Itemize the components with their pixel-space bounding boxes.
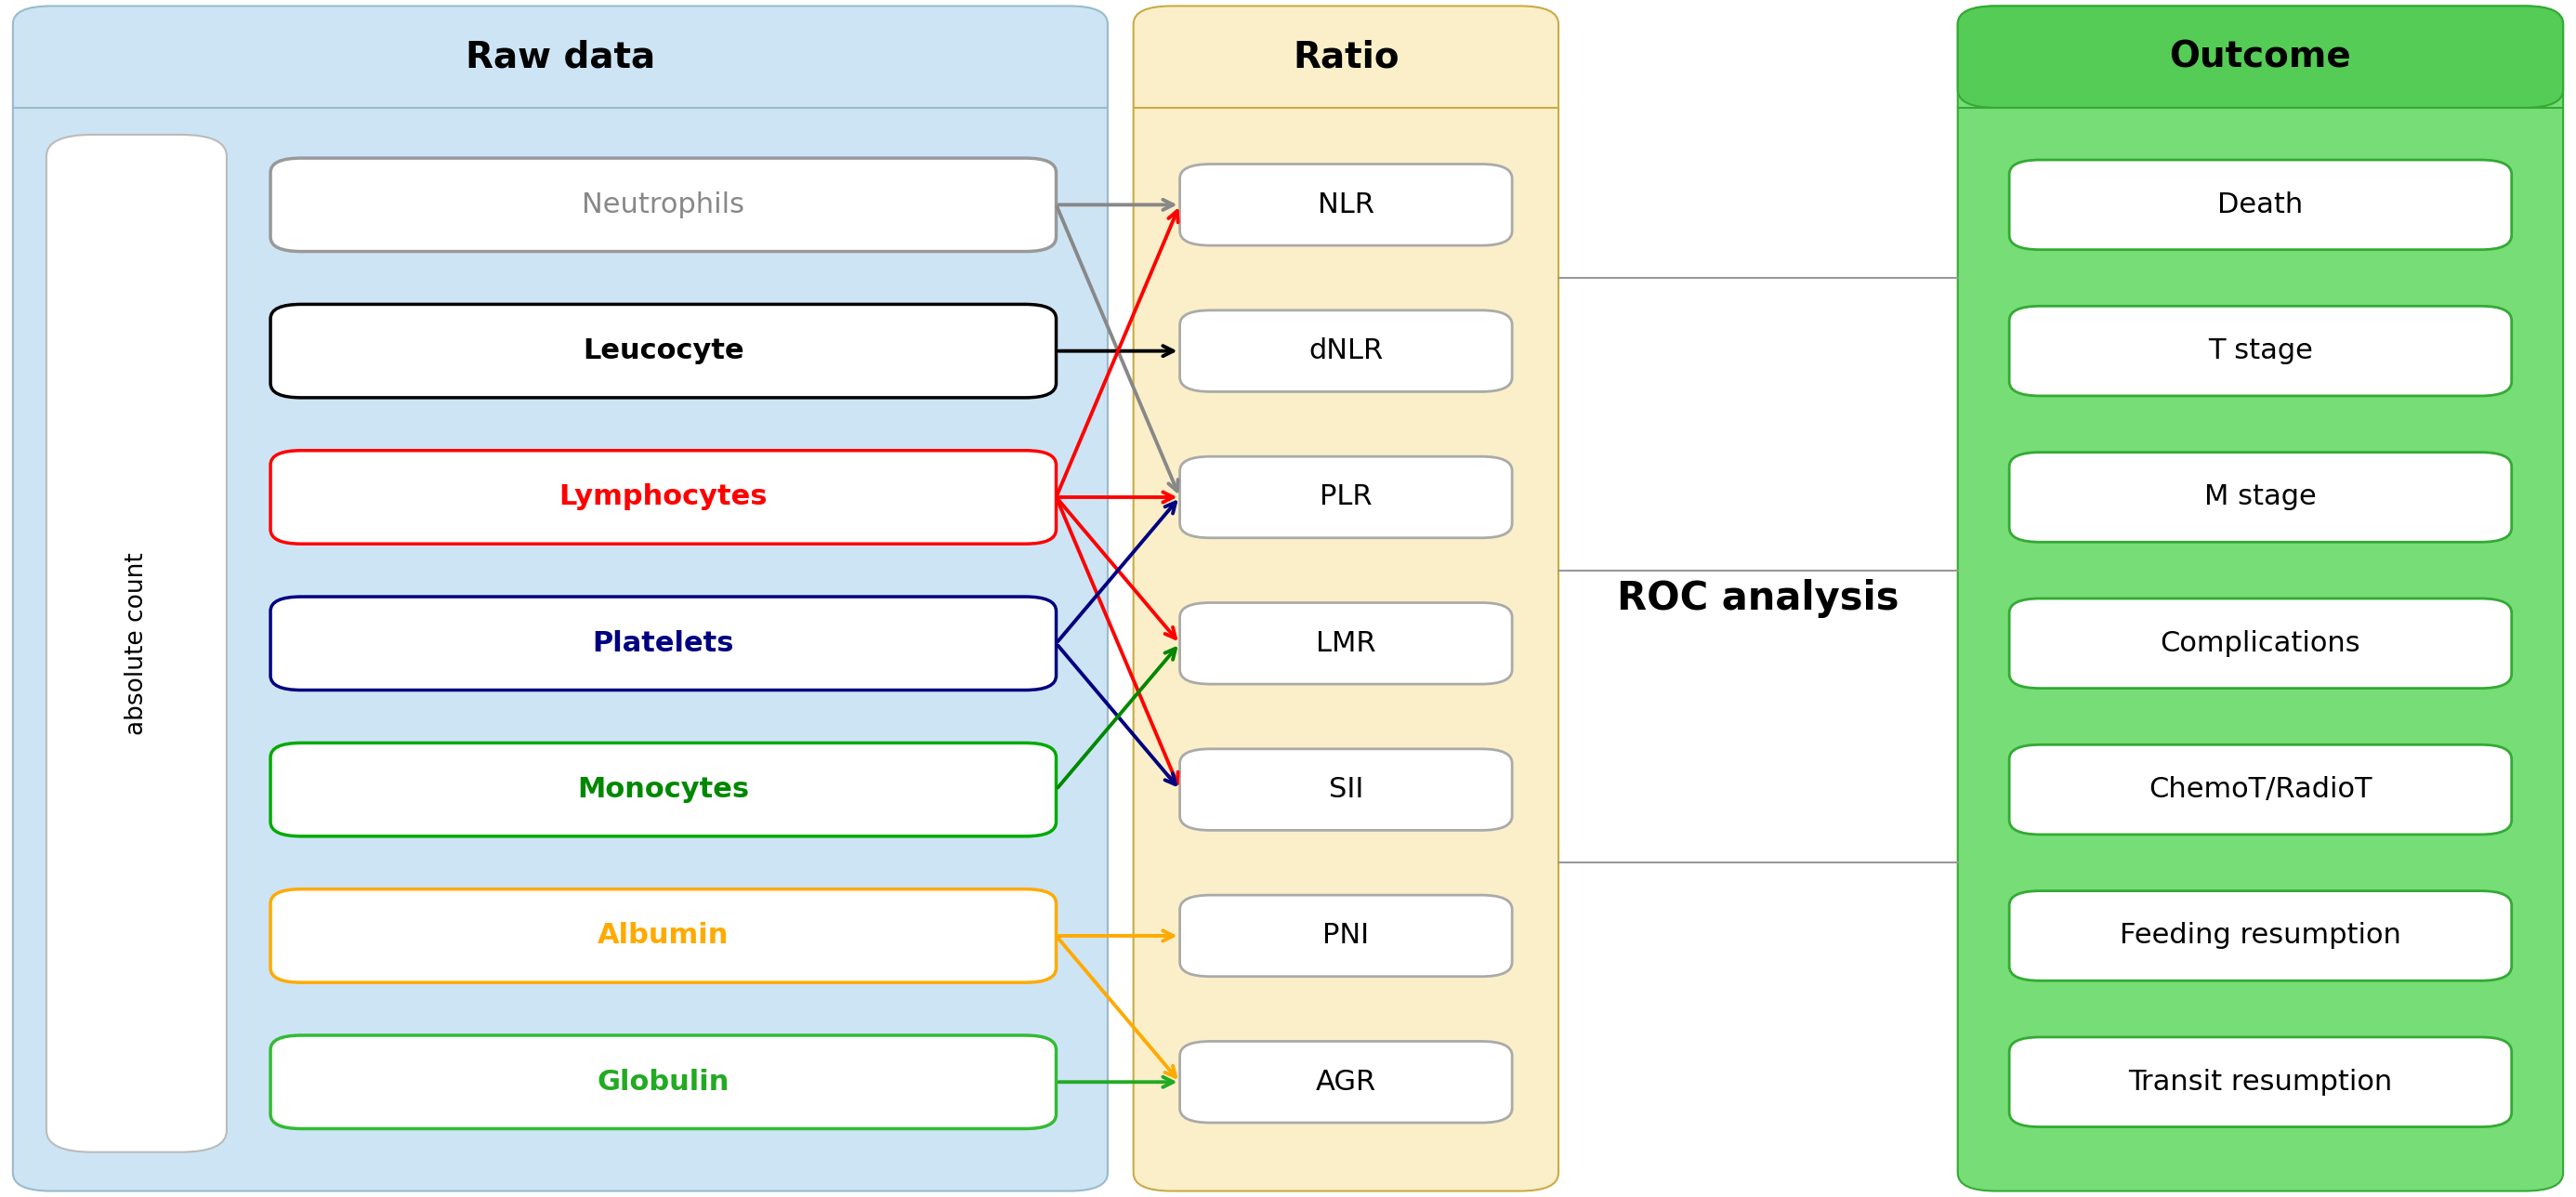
FancyBboxPatch shape <box>270 304 1056 397</box>
FancyBboxPatch shape <box>270 743 1056 837</box>
FancyBboxPatch shape <box>1958 6 2563 108</box>
FancyBboxPatch shape <box>270 158 1056 251</box>
Text: Neutrophils: Neutrophils <box>582 192 744 218</box>
Text: Complications: Complications <box>2161 630 2360 657</box>
FancyBboxPatch shape <box>1180 749 1512 831</box>
Text: LMR: LMR <box>1316 630 1376 657</box>
FancyBboxPatch shape <box>2009 598 2512 688</box>
FancyBboxPatch shape <box>2009 891 2512 980</box>
Text: Lymphocytes: Lymphocytes <box>559 484 768 511</box>
Text: PLR: PLR <box>1319 484 1373 511</box>
FancyBboxPatch shape <box>13 6 1108 1191</box>
Text: Globulin: Globulin <box>598 1069 729 1095</box>
FancyBboxPatch shape <box>1180 1041 1512 1123</box>
Text: Raw data: Raw data <box>466 40 654 74</box>
Text: ChemoT/RadioT: ChemoT/RadioT <box>2148 776 2372 803</box>
FancyBboxPatch shape <box>270 596 1056 689</box>
Text: M stage: M stage <box>2205 484 2316 511</box>
Text: Monocytes: Monocytes <box>577 776 750 803</box>
Text: ROC analysis: ROC analysis <box>1618 579 1899 618</box>
FancyBboxPatch shape <box>2009 1037 2512 1126</box>
Text: Transit resumption: Transit resumption <box>2128 1069 2393 1095</box>
Text: Feeding resumption: Feeding resumption <box>2120 923 2401 949</box>
Text: Ratio: Ratio <box>1293 40 1399 74</box>
FancyBboxPatch shape <box>1180 895 1512 977</box>
Text: absolute count: absolute count <box>124 552 149 735</box>
FancyBboxPatch shape <box>1180 164 1512 245</box>
FancyBboxPatch shape <box>270 889 1056 983</box>
Text: Albumin: Albumin <box>598 923 729 949</box>
FancyBboxPatch shape <box>1180 310 1512 391</box>
FancyBboxPatch shape <box>1958 6 2563 1191</box>
FancyBboxPatch shape <box>46 134 227 1152</box>
Text: dNLR: dNLR <box>1309 338 1383 364</box>
Text: Death: Death <box>2218 192 2303 218</box>
Text: Platelets: Platelets <box>592 630 734 657</box>
Text: Outcome: Outcome <box>2169 40 2352 74</box>
Text: Leucocyte: Leucocyte <box>582 338 744 364</box>
Text: T stage: T stage <box>2208 338 2313 364</box>
FancyBboxPatch shape <box>2009 306 2512 396</box>
FancyBboxPatch shape <box>270 1035 1056 1129</box>
FancyBboxPatch shape <box>2009 452 2512 542</box>
FancyBboxPatch shape <box>1133 6 1558 1191</box>
Text: NLR: NLR <box>1316 192 1376 218</box>
Text: PNI: PNI <box>1321 923 1370 949</box>
Text: SII: SII <box>1329 776 1363 803</box>
FancyBboxPatch shape <box>2009 745 2512 834</box>
Text: AGR: AGR <box>1316 1069 1376 1095</box>
FancyBboxPatch shape <box>1180 602 1512 685</box>
FancyBboxPatch shape <box>2009 160 2512 250</box>
FancyBboxPatch shape <box>270 450 1056 543</box>
FancyBboxPatch shape <box>1180 456 1512 537</box>
